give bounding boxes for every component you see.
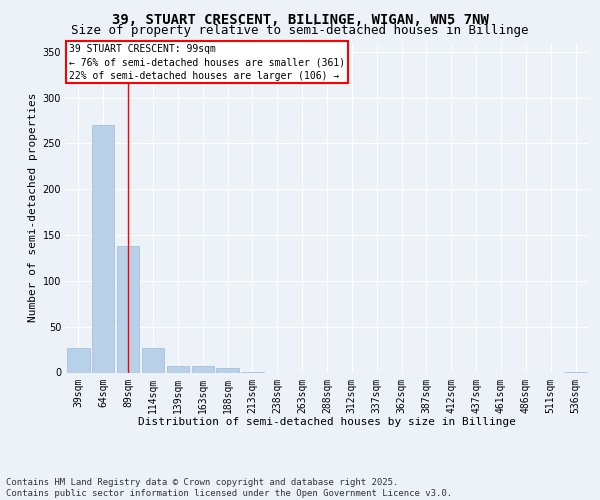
Bar [67,348,89,372]
Bar [92,125,115,372]
Text: 39, STUART CRESCENT, BILLINGE, WIGAN, WN5 7NW: 39, STUART CRESCENT, BILLINGE, WIGAN, WN… [112,12,488,26]
X-axis label: Distribution of semi-detached houses by size in Billinge: Distribution of semi-detached houses by … [138,417,516,427]
Bar [167,366,189,372]
Bar [117,246,139,372]
Text: Contains HM Land Registry data © Crown copyright and database right 2025.
Contai: Contains HM Land Registry data © Crown c… [6,478,452,498]
Bar [191,366,214,372]
Y-axis label: Number of semi-detached properties: Number of semi-detached properties [28,93,38,322]
Text: 39 STUART CRESCENT: 99sqm
← 76% of semi-detached houses are smaller (361)
22% of: 39 STUART CRESCENT: 99sqm ← 76% of semi-… [68,44,345,80]
Text: Size of property relative to semi-detached houses in Billinge: Size of property relative to semi-detach… [71,24,529,37]
Bar [217,368,239,372]
Bar [142,348,164,372]
